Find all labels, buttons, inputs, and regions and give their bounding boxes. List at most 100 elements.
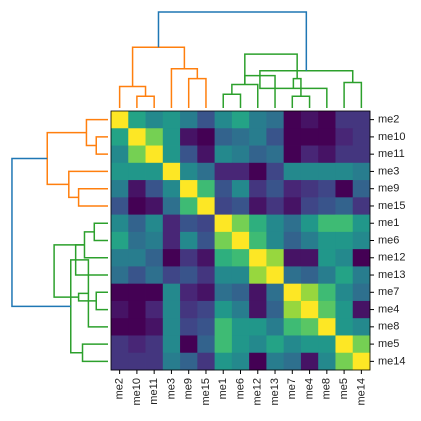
- heatmap-cell: [352, 162, 371, 181]
- heatmap-cell: [283, 352, 302, 371]
- row-label: me15: [378, 200, 406, 212]
- heatmap-cell: [197, 266, 215, 285]
- heatmap-cell: [214, 352, 233, 371]
- heatmap-cell: [197, 214, 215, 233]
- heatmap-cell: [231, 335, 250, 354]
- heatmap-cell: [266, 283, 285, 302]
- heatmap-cell: [249, 283, 267, 302]
- heatmap-cell: [180, 128, 198, 146]
- heatmap-cell: [180, 283, 198, 302]
- col-dendrogram: [118, 85, 147, 108]
- heatmap-cell: [318, 283, 336, 302]
- heatmap-cell: [180, 180, 198, 198]
- heatmap-cell: [111, 180, 129, 198]
- heatmap-cell: [145, 266, 164, 285]
- heatmap-cell: [128, 162, 146, 181]
- row-label: me11: [378, 148, 405, 160]
- heatmap-cell: [300, 214, 319, 233]
- heatmap-cell: [231, 180, 250, 198]
- heatmap-cell: [300, 266, 319, 285]
- heatmap-cell: [249, 214, 267, 233]
- row-label: me4: [378, 303, 399, 315]
- heatmap-cell: [300, 300, 319, 319]
- heatmap-cell: [162, 249, 181, 267]
- heatmap-cell: [318, 111, 336, 129]
- heatmap-cell: [180, 231, 198, 250]
- heatmap-cell: [335, 214, 354, 233]
- row-dendrogram: [77, 292, 97, 302]
- heatmap-cell: [180, 318, 198, 336]
- heatmap-cell: [352, 318, 371, 336]
- heatmap-cell: [128, 214, 146, 233]
- heatmap-cell: [283, 283, 302, 302]
- col-dendrogram: [136, 95, 155, 108]
- heatmap-cell: [197, 318, 215, 336]
- heatmap-cell: [283, 300, 302, 319]
- heatmap-cell: [318, 352, 336, 371]
- heatmap-cell: [335, 128, 354, 146]
- col-label: me1: [217, 378, 229, 399]
- heatmap-cell: [266, 352, 285, 371]
- heatmap-cell: [197, 180, 215, 198]
- heatmap-cell: [231, 111, 250, 129]
- col-label: me15: [200, 378, 212, 406]
- row-dendrogram: [68, 170, 108, 199]
- heatmap-cell: [249, 145, 267, 164]
- heatmap-cell: [352, 145, 371, 164]
- col-dendrogram: [187, 77, 207, 108]
- heatmap-cell: [300, 180, 319, 198]
- row-label: me1: [378, 217, 399, 229]
- heatmap-cell: [111, 231, 129, 250]
- heatmap-cell: [266, 249, 285, 267]
- heatmap-cell: [145, 128, 164, 146]
- heatmap-cell: [128, 231, 146, 250]
- heatmap-cell: [249, 352, 267, 371]
- col-label: me11: [148, 378, 160, 405]
- heatmap-cell: [128, 283, 146, 302]
- heatmap-cell: [335, 318, 354, 336]
- heatmap-cell: [231, 283, 250, 302]
- heatmap-cell: [162, 162, 181, 181]
- heatmap-cell: [162, 231, 181, 250]
- heatmap-cell: [162, 318, 181, 336]
- row-dendrogram: [53, 244, 85, 298]
- heatmap-cell: [249, 111, 267, 129]
- heatmap-cell: [162, 300, 181, 319]
- heatmap-cell: [162, 145, 181, 164]
- heatmap-cell: [231, 352, 250, 371]
- heatmap-cell: [318, 197, 336, 215]
- heatmap-cell: [197, 283, 215, 302]
- heatmap-cell: [214, 231, 233, 250]
- heatmap-cell: [231, 266, 250, 285]
- heatmap-cell: [335, 180, 354, 198]
- heatmap-cell: [318, 249, 336, 267]
- row-label: me12: [378, 252, 406, 264]
- col-dendrogram: [259, 70, 354, 83]
- heatmap-cell: [111, 266, 129, 285]
- heatmap-cell: [145, 283, 164, 302]
- heatmap-cell: [335, 162, 354, 181]
- row-label: me7: [378, 286, 399, 298]
- heatmap-cell: [249, 318, 267, 336]
- heatmap-cell: [318, 128, 336, 146]
- heatmap-cell: [352, 249, 371, 267]
- heatmap-cell: [318, 335, 336, 354]
- heatmap-cell: [145, 197, 164, 215]
- heatmap-cell: [128, 335, 146, 354]
- heatmap-cell: [300, 162, 319, 181]
- heatmap-cell: [145, 162, 164, 181]
- row-dendrogram: [95, 136, 108, 155]
- heatmap-cell: [318, 318, 336, 336]
- row-dendrogram: [81, 343, 108, 363]
- heatmap-cell: [162, 180, 181, 198]
- heatmap-cell: [214, 335, 233, 354]
- row-label: me8: [378, 321, 399, 333]
- col-label: me6: [234, 378, 246, 399]
- heatmap-cell: [249, 128, 267, 146]
- heatmap-cell: [283, 318, 302, 336]
- heatmap-cell: [111, 283, 129, 302]
- heatmap-cell: [335, 249, 354, 267]
- heatmap-cell: [180, 162, 198, 181]
- heatmap-cell: [249, 300, 267, 319]
